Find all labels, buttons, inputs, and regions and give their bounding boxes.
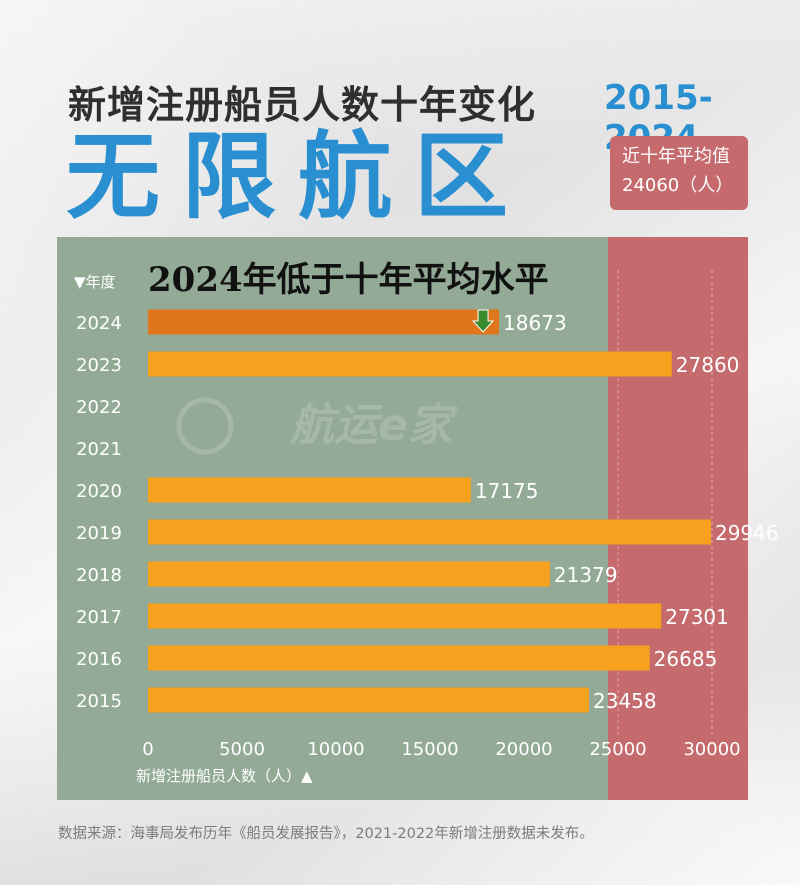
page-title: 新增注册船员人数十年变化 xyxy=(68,83,537,127)
category-label: 2022 xyxy=(76,397,122,418)
category-label: 2020 xyxy=(76,481,122,502)
data-label: 27301 xyxy=(665,605,729,629)
data-label: 21379 xyxy=(554,563,618,587)
bar xyxy=(148,603,662,629)
data-label: 18673 xyxy=(503,311,567,335)
watermark-text: 航运e家 xyxy=(289,400,458,451)
x-axis-label: 新增注册船员人数（人）▲ xyxy=(136,767,313,785)
data-label: 27860 xyxy=(676,353,740,377)
average-zone xyxy=(608,237,748,800)
data-label: 23458 xyxy=(593,689,657,713)
bar xyxy=(148,351,672,377)
source-note: 数据来源：海事局发布历年《船员发展报告》，2021-2022年新增注册数据未发布… xyxy=(58,826,594,842)
data-label: 17175 xyxy=(475,479,539,503)
headline: 无限航区 xyxy=(66,123,531,232)
category-label: 2017 xyxy=(76,607,122,628)
category-label: 2018 xyxy=(76,565,122,586)
x-tick-label: 25000 xyxy=(589,739,646,760)
down-arrow-icon xyxy=(471,309,495,333)
bar xyxy=(148,687,590,713)
average-label: 近十年平均值 xyxy=(622,146,730,167)
bar xyxy=(148,645,650,671)
x-tick-label: 0 xyxy=(142,739,153,760)
category-label: 2015 xyxy=(76,691,122,712)
bar xyxy=(148,561,550,587)
x-tick-label: 20000 xyxy=(495,739,552,760)
average-callout: 近十年平均值 24060（人） xyxy=(610,136,748,210)
category-label: 2023 xyxy=(76,355,122,376)
x-tick-label: 5000 xyxy=(219,739,265,760)
category-label: 2024 xyxy=(76,313,122,334)
y-axis-label: ▼年度 xyxy=(74,273,116,291)
x-tick-label: 10000 xyxy=(307,739,364,760)
category-label: 2019 xyxy=(76,523,122,544)
category-label: 2021 xyxy=(76,439,122,460)
bar xyxy=(148,519,711,545)
bar xyxy=(148,309,500,335)
category-label: 2016 xyxy=(76,649,122,670)
x-tick-label: 15000 xyxy=(401,739,458,760)
x-tick-label: 30000 xyxy=(683,739,740,760)
data-label: 29946 xyxy=(715,521,779,545)
bar xyxy=(148,477,471,503)
watermark-logo-icon xyxy=(176,397,234,455)
data-label: 26685 xyxy=(654,647,718,671)
chart-annotation: 2024年低于十年平均水平 xyxy=(148,260,549,300)
average-value: 24060（人） xyxy=(622,175,734,196)
